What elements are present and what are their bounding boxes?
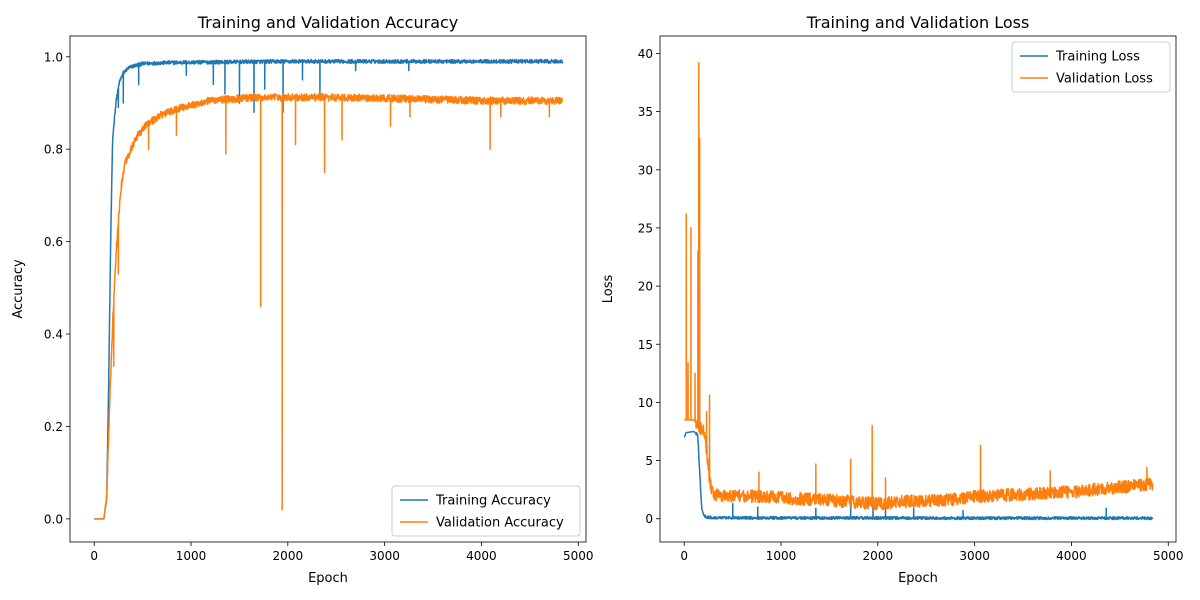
x-axis-label: Epoch (308, 571, 348, 586)
y-axis-label: Accuracy (11, 259, 26, 319)
axes-frame (69, 35, 587, 543)
y-tick-label: 30 (638, 163, 653, 177)
y-tick-label: 25 (638, 221, 653, 235)
chart-panel-1: 0 1000 2000 3000 4000 5000 0.0 0.2 0.4 0.6 0.8 1.0 T… (11, 13, 594, 586)
y-tick-label: 0.6 (44, 235, 63, 249)
chart-title: Training and Validation Loss (806, 13, 1030, 32)
legend-box (1011, 41, 1171, 93)
x-tick-label: 1000 (176, 549, 207, 563)
y-tick-label: 40 (638, 47, 653, 61)
axes-frame (659, 35, 1177, 543)
x-tick-label: 3000 (959, 549, 990, 563)
x-tick-label: 0 (680, 549, 688, 563)
x-tick-label: 5000 (1153, 549, 1184, 563)
legend: Training Accuracy Validation Accuracy (391, 485, 581, 537)
x-tick-label: 2000 (863, 549, 894, 563)
series-line-training-loss (683, 430, 1154, 521)
legend-label: Validation Accuracy (436, 516, 564, 531)
legend-label: Training Loss (1055, 50, 1140, 65)
x-tick-label: 1000 (766, 549, 797, 563)
series-line-validation-accuracy (93, 93, 564, 520)
chart-panel-2: 0 1000 2000 3000 4000 5000 0 5 10 15 20 25 30 35 40 Tra… (601, 13, 1184, 586)
y-tick-label: 5 (645, 454, 653, 468)
y-tick-label: 0 (645, 512, 653, 526)
x-tick-label: 3000 (369, 549, 400, 563)
x-tick-label: 5000 (563, 549, 594, 563)
series-line-training-accuracy (93, 58, 564, 520)
y-tick-label: 15 (638, 338, 653, 352)
y-tick-label: 0.0 (44, 512, 63, 526)
chart-title: Training and Validation Accuracy (197, 13, 459, 32)
y-tick-label: 20 (638, 280, 653, 294)
legend: Training Loss Validation Loss (1011, 41, 1171, 93)
y-tick-label: 1.0 (44, 50, 63, 64)
x-axis-label: Epoch (898, 571, 938, 586)
y-tick-label: 35 (638, 105, 653, 119)
y-tick-label: 0.8 (44, 143, 63, 157)
legend-box (391, 485, 581, 537)
legend-label: Validation Loss (1056, 72, 1153, 87)
x-tick-label: 4000 (466, 549, 497, 563)
x-tick-label: 0 (90, 549, 98, 563)
y-axis-label: Loss (601, 275, 616, 304)
x-tick-label: 4000 (1056, 549, 1087, 563)
x-tick-label: 2000 (273, 549, 304, 563)
y-tick-label: 0.2 (44, 420, 63, 434)
legend-label: Training Accuracy (435, 494, 551, 509)
series-line-validation-loss (683, 62, 1154, 511)
y-tick-label: 10 (638, 396, 653, 410)
y-tick-label: 0.4 (44, 328, 63, 342)
